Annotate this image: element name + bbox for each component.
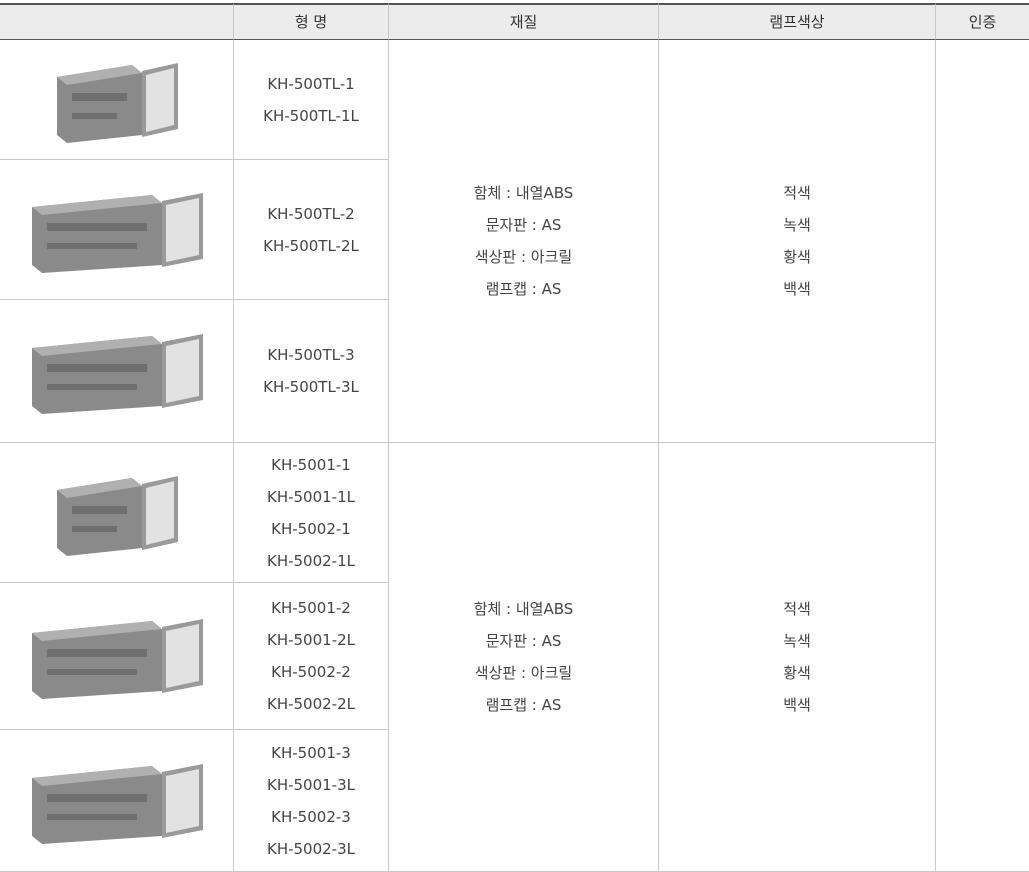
- model-name: KH-5002-1L: [266, 551, 355, 570]
- material-text: 함체 : 내열ABS: [473, 184, 574, 202]
- image-cell: [0, 300, 234, 443]
- model-name: KH-500TL-2L: [263, 236, 359, 255]
- product-image: [56, 475, 178, 556]
- material-text: 문자판 : AS: [485, 216, 562, 234]
- color-text: 황색: [783, 248, 811, 266]
- model-name: KH-5002-3L: [266, 839, 355, 858]
- product-image: [56, 62, 178, 143]
- image-cell: [0, 443, 234, 583]
- product-image: [31, 334, 203, 414]
- color-text: 황색: [783, 664, 811, 682]
- model-name: KH-5001-2: [271, 599, 351, 617]
- model-name: KH-5002-2: [271, 663, 351, 681]
- material-text: 문자판 : AS: [485, 632, 562, 650]
- model-name: KH-5001-3: [271, 743, 351, 762]
- model-cell: KH-5001-1 KH-5001-1L KH-5002-1 KH-5002-1L: [234, 443, 389, 583]
- product-image: [31, 619, 203, 699]
- material-text: 함체 : 내열ABS: [473, 600, 574, 618]
- header-text: 램프색상: [769, 13, 825, 31]
- color-text: 백색: [783, 280, 811, 298]
- model-cell: KH-500TL-3 KH-500TL-3L: [234, 300, 389, 443]
- header-cell: 형 명: [234, 3, 389, 40]
- header-cell: [0, 3, 234, 40]
- product-image: [31, 192, 203, 273]
- model-name: KH-500TL-3L: [263, 378, 359, 396]
- model-cell: KH-5001-3 KH-5001-3L KH-5002-3 KH-5002-3L: [234, 730, 389, 872]
- model-name: KH-5002-3: [271, 807, 351, 826]
- product-image: [31, 763, 203, 844]
- color-text: 적색: [783, 184, 811, 202]
- color-text: 적색: [783, 600, 811, 618]
- model-name: KH-500TL-1L: [263, 106, 359, 125]
- header-cell: 인증: [936, 3, 1029, 40]
- model-name: KH-5001-3L: [266, 775, 355, 794]
- color-text: 백색: [783, 696, 811, 714]
- model-cell: KH-500TL-1 KH-500TL-1L: [234, 40, 389, 160]
- header-text: 재질: [509, 13, 538, 31]
- image-cell: [0, 583, 234, 730]
- material-text: 색상판 : 아크릴: [474, 664, 573, 682]
- model-name: KH-500TL-3: [267, 346, 355, 364]
- model-name: KH-5001-1: [271, 455, 351, 474]
- header-cell: 재질: [389, 3, 659, 40]
- model-cell: KH-5001-2 KH-5001-2L KH-5002-2 KH-5002-2L: [234, 583, 389, 730]
- certification-cell: [936, 40, 1029, 872]
- model-name: KH-500TL-1: [267, 74, 355, 93]
- model-name: KH-5001-1L: [266, 487, 355, 506]
- header-text: 형 명: [294, 13, 328, 31]
- model-name: KH-5002-1: [271, 519, 351, 538]
- model-name: KH-5002-2L: [266, 695, 355, 713]
- color-text: 녹색: [783, 216, 811, 234]
- model-cell: KH-500TL-2 KH-500TL-2L: [234, 160, 389, 300]
- image-cell: [0, 730, 234, 872]
- model-name: KH-5001-2L: [266, 631, 355, 649]
- material-text: 램프캡 : AS: [485, 696, 562, 714]
- material-text: 램프캡 : AS: [485, 280, 562, 298]
- material-text: 색상판 : 아크릴: [474, 248, 573, 266]
- color-text: 녹색: [783, 632, 811, 650]
- header-cell: 램프색상: [659, 3, 936, 40]
- model-name: KH-500TL-2: [267, 204, 355, 223]
- image-cell: [0, 160, 234, 300]
- header-text: 인증: [968, 13, 997, 31]
- image-cell: [0, 40, 234, 160]
